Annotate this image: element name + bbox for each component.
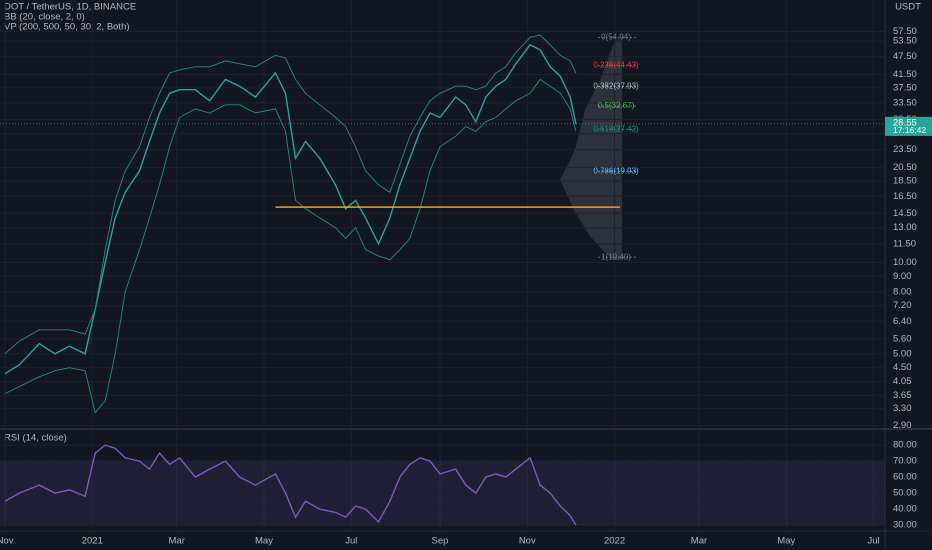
x-tick-label: Jul bbox=[345, 536, 357, 547]
y-tick-label: 70.00 bbox=[893, 456, 917, 467]
x-tick-label: 2021 bbox=[82, 536, 103, 547]
series-line bbox=[4, 43, 577, 375]
y-tick-label: 11.50 bbox=[893, 238, 916, 249]
fib-label: 0.786(19.93) bbox=[593, 166, 639, 175]
y-tick-label: 6.40 bbox=[893, 316, 912, 327]
series-line bbox=[4, 34, 577, 355]
y-tick-label: 57.50 bbox=[893, 26, 917, 37]
last-price-label: 28.55 bbox=[893, 117, 917, 128]
y-tick-label: 5.00 bbox=[893, 348, 912, 359]
x-tick-label: May bbox=[255, 536, 273, 547]
indicator-label: VP (200, 500, 50, 30, 2, Both) bbox=[4, 22, 130, 33]
last-price-tag bbox=[885, 116, 932, 136]
y-tick-label: 41.50 bbox=[893, 69, 917, 80]
x-tick-label: Nov bbox=[0, 536, 14, 547]
y-tick-label: 10.00 bbox=[893, 257, 917, 268]
x-tick-label: Jul bbox=[867, 536, 879, 547]
y-tick-label: 60.00 bbox=[893, 472, 917, 483]
indicator-label: BB (20, close, 2, 0) bbox=[4, 12, 85, 23]
y-tick-label: 5.60 bbox=[893, 333, 912, 344]
y-tick-label: 13.00 bbox=[893, 222, 917, 233]
y-tick-label: 33.50 bbox=[893, 97, 917, 108]
chart-title: DOT / TetherUS, 1D, BINANCE bbox=[4, 2, 136, 13]
y-tick-label: 80.00 bbox=[893, 440, 917, 451]
fib-label: 0.382(37.93) bbox=[593, 82, 639, 91]
x-tick-label: Mar bbox=[691, 536, 707, 547]
fib-label: 0.618(27.42) bbox=[593, 124, 639, 133]
y-tick-label: 50.00 bbox=[893, 488, 917, 499]
y-tick-label: 47.50 bbox=[893, 51, 917, 62]
y-tick-label: 16.50 bbox=[893, 191, 917, 202]
countdown: 17:16:42 bbox=[893, 125, 926, 135]
y-tick-label: 40.00 bbox=[893, 504, 917, 515]
y-tick-label: 9.00 bbox=[893, 271, 912, 282]
series-line bbox=[4, 444, 577, 526]
fib-label: 1(10.40) bbox=[601, 252, 631, 261]
y-tick-label: 7.20 bbox=[893, 300, 912, 311]
fib-label: 0.5(32.67) bbox=[598, 101, 635, 110]
series-line bbox=[4, 78, 577, 414]
y-tick-label: 53.50 bbox=[893, 36, 917, 47]
x-tick-label: Nov bbox=[519, 536, 536, 547]
x-tick-label: 2022 bbox=[604, 536, 625, 547]
y-tick-label: 23.50 bbox=[893, 144, 917, 155]
x-tick-label: Sep bbox=[432, 536, 449, 547]
fib-label: 0(54.94) bbox=[601, 33, 631, 42]
fib-label: 0.236(44.43) bbox=[593, 61, 639, 70]
y-tick-label: 14.50 bbox=[893, 208, 917, 219]
y-tick-label: 4.05 bbox=[893, 376, 912, 387]
y-tick-label: 2.90 bbox=[893, 420, 912, 431]
currency-label: USDT bbox=[895, 2, 921, 13]
y-tick-label: 4.50 bbox=[893, 362, 912, 373]
y-tick-label: 37.50 bbox=[893, 82, 917, 93]
x-tick-label: Mar bbox=[169, 536, 185, 547]
rsi-title: RSI (14, close) bbox=[4, 433, 67, 444]
y-tick-label: 8.00 bbox=[893, 286, 912, 297]
y-tick-label: 18.50 bbox=[893, 176, 917, 187]
y-tick-label: 3.30 bbox=[893, 403, 912, 414]
y-tick-label: 30.00 bbox=[893, 520, 917, 531]
y-tick-label: 3.65 bbox=[893, 390, 912, 401]
x-tick-label: May bbox=[777, 536, 795, 547]
y-tick-label: 20.50 bbox=[893, 162, 917, 173]
